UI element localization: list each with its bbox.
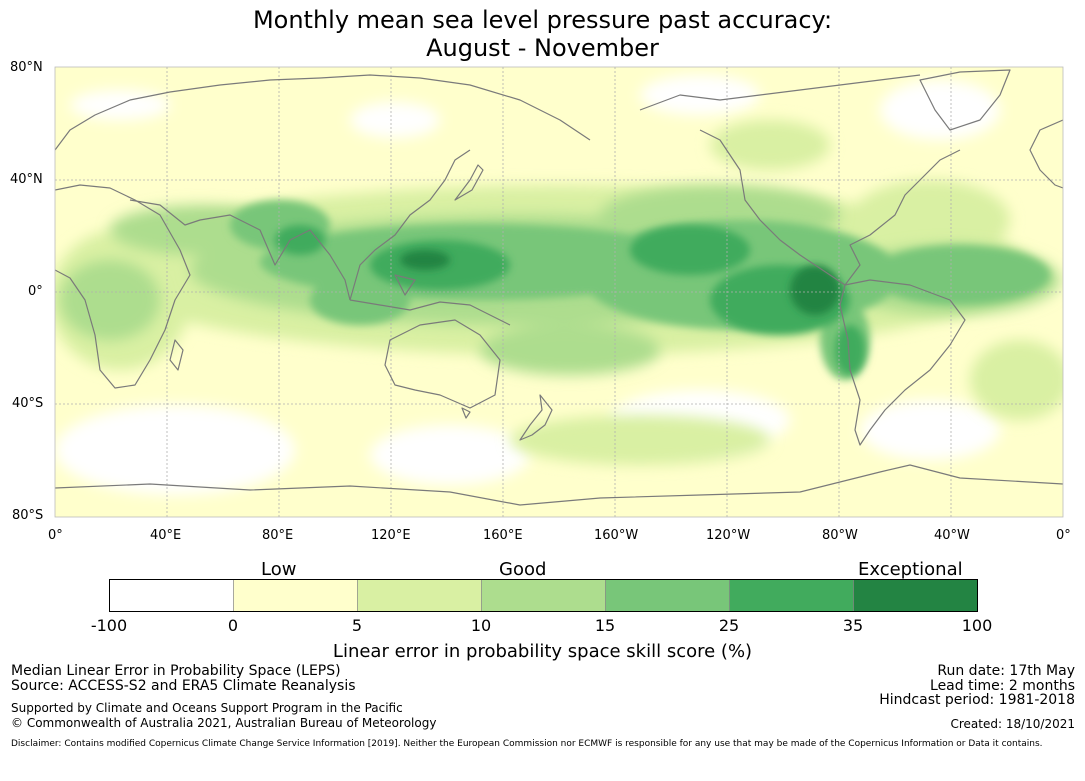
lon-label-40w: 40°W bbox=[934, 528, 970, 543]
map-title-line-1: Monthly mean sea level pressure past acc… bbox=[252, 6, 833, 34]
map-title-line-2: August - November bbox=[426, 34, 659, 62]
category-good: Good bbox=[499, 559, 547, 580]
footer-hindcast: Hindcast period: 1981-2018 bbox=[879, 692, 1075, 708]
lon-label-80w: 80°W bbox=[822, 528, 858, 543]
lon-label-160e: 160°E bbox=[483, 528, 523, 543]
colorbar-label: Linear error in probability space skill … bbox=[332, 641, 753, 662]
colorbar-frame bbox=[109, 579, 978, 612]
lon-label-160w: 160°W bbox=[594, 528, 639, 543]
colorbar-bin-4 bbox=[605, 579, 730, 612]
footer-created: Created: 18/10/2021 bbox=[950, 717, 1075, 731]
footer-lead-time: Lead time: 2 months bbox=[930, 678, 1075, 694]
skill-map bbox=[54, 66, 1064, 518]
graticule bbox=[55, 67, 1063, 517]
skill-35-100 bbox=[400, 250, 840, 315]
lon-label-120w: 120°W bbox=[706, 528, 751, 543]
colorbar-tick: 15 bbox=[594, 616, 616, 635]
skill-field bbox=[55, 67, 1063, 517]
lat-label-80n: 80°N bbox=[10, 60, 43, 75]
category-exceptional: Exceptional bbox=[858, 559, 963, 580]
footer-copyright: © Commonwealth of Australia 2021, Austra… bbox=[11, 716, 437, 730]
colorbar-tick: 0 bbox=[227, 616, 239, 635]
colorbar-tick: 5 bbox=[351, 616, 363, 635]
colorbar-tick: 100 bbox=[961, 616, 993, 635]
lon-label-80e: 80°E bbox=[262, 528, 294, 543]
lat-label-equator: 0° bbox=[28, 284, 43, 299]
colorbar-tick: 35 bbox=[842, 616, 864, 635]
colorbar-tick: -100 bbox=[90, 616, 128, 635]
lon-label-40e: 40°E bbox=[150, 528, 182, 543]
colorbar-bin-2 bbox=[357, 579, 482, 612]
colorbar-bin-0 bbox=[109, 579, 234, 612]
footer-method: Median Linear Error in Probability Space… bbox=[11, 663, 341, 679]
lon-label-120e: 120°E bbox=[371, 528, 411, 543]
footer-support: Supported by Climate and Oceans Support … bbox=[11, 701, 403, 715]
colorbar-bin-5 bbox=[729, 579, 854, 612]
colorbar bbox=[109, 579, 978, 612]
lat-label-40n: 40°N bbox=[10, 172, 43, 187]
colorbar-bin-6 bbox=[853, 579, 978, 612]
colorbar-tick: 25 bbox=[718, 616, 740, 635]
category-low: Low bbox=[261, 559, 297, 580]
coastlines bbox=[55, 69, 1063, 506]
lon-label-0-left: 0° bbox=[48, 528, 63, 543]
lon-label-0-right: 0° bbox=[1056, 528, 1071, 543]
lat-label-80s: 80°S bbox=[12, 508, 44, 523]
lat-label-40s: 40°S bbox=[12, 396, 44, 411]
disclaimer: Disclaimer: Contains modified Copernicus… bbox=[11, 739, 1043, 749]
footer-source: Source: ACCESS-S2 and ERA5 Climate Reana… bbox=[11, 678, 356, 694]
map-frame bbox=[54, 66, 1064, 518]
colorbar-tick: 10 bbox=[470, 616, 492, 635]
colorbar-bin-3 bbox=[481, 579, 606, 612]
footer-run-date: Run date: 17th May bbox=[937, 663, 1075, 679]
colorbar-bin-1 bbox=[233, 579, 358, 612]
